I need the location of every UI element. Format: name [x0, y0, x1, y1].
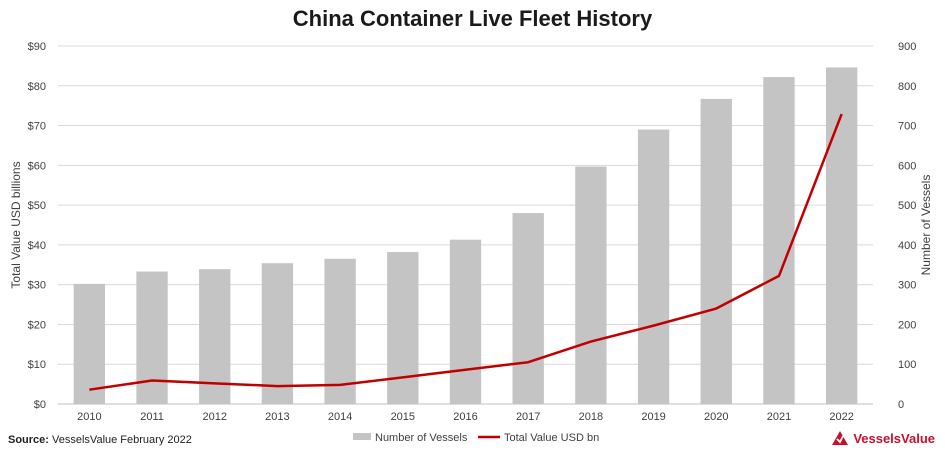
legend-label-line: Total Value USD bn [504, 432, 599, 444]
bar [637, 129, 670, 405]
right-tick-label: 0 [898, 399, 904, 411]
bar [449, 239, 482, 404]
right-tick-label: 300 [898, 280, 916, 292]
bar [136, 271, 168, 404]
left-tick-label: $50 [28, 200, 46, 212]
y-axis-right-label: Number of Vessels [919, 175, 933, 276]
bar [387, 252, 419, 404]
right-tick-label: 400 [898, 240, 916, 252]
bar [73, 283, 106, 404]
bar [763, 77, 795, 404]
bar [700, 98, 732, 404]
x-tick-label: 2017 [516, 411, 540, 423]
x-tick-label: 2012 [202, 411, 226, 423]
bar [261, 263, 294, 404]
x-tick-label: 2021 [767, 411, 791, 423]
bar [512, 213, 544, 404]
left-tick-label: $40 [28, 240, 46, 252]
right-tick-label: 600 [898, 160, 916, 172]
right-tick-label: 100 [898, 359, 916, 371]
brand-name: VesselsValue [853, 430, 935, 446]
right-tick-label: 200 [898, 319, 916, 331]
x-tick-label: 2022 [829, 411, 853, 423]
x-tick-label: 2011 [140, 411, 164, 423]
legend-label-bars: Number of Vessels [375, 432, 468, 444]
x-tick-label: 2018 [579, 411, 603, 423]
brand-logo: VesselsValue [831, 430, 935, 446]
bar [324, 258, 356, 404]
x-tick-label: 2013 [265, 411, 289, 423]
left-tick-label: $30 [28, 280, 46, 292]
left-tick-label: $10 [28, 359, 46, 371]
source-note: Source: VesselsValue February 2022 [8, 434, 192, 446]
bar [575, 166, 607, 404]
x-tick-label: 2010 [77, 411, 101, 423]
x-tick-label: 2019 [641, 411, 665, 423]
left-tick-label: $60 [28, 160, 46, 172]
left-tick-label: $70 [28, 121, 46, 133]
left-tick-label: $90 [28, 41, 46, 53]
left-tick-label: $0 [34, 399, 46, 411]
chart-title: China Container Live Fleet History [292, 6, 653, 31]
x-tick-label: 2014 [328, 411, 352, 423]
brand-triangle-icon [832, 431, 849, 445]
left-tick-label: $20 [28, 319, 46, 331]
source-label: Source: [8, 434, 49, 446]
legend-swatch-bars [353, 433, 371, 440]
bar [199, 269, 231, 404]
right-tick-label: 500 [898, 200, 916, 212]
right-tick-label: 900 [898, 41, 916, 53]
right-tick-label: 700 [898, 121, 916, 133]
x-tick-label: 2020 [704, 411, 728, 423]
x-tick-label: 2015 [391, 411, 415, 423]
source-text: VesselsValue February 2022 [48, 434, 192, 446]
x-tick-label: 2016 [453, 411, 477, 423]
y-axis-left-label: Total Value USD billions [9, 161, 23, 288]
bar [825, 67, 858, 404]
right-tick-label: 800 [898, 81, 916, 93]
series-line [89, 113, 843, 391]
left-tick-label: $80 [28, 81, 46, 93]
